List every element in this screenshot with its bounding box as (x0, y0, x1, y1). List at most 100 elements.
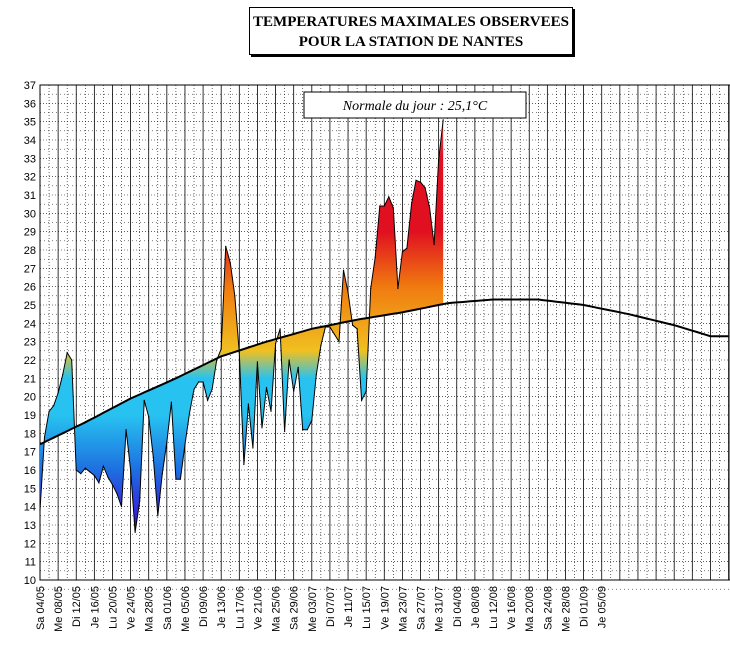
observed-point (98, 482, 100, 484)
chart-title-box: TEMPERATURES MAXIMALES OBSERVEES POUR LA… (249, 7, 573, 55)
observed-point (311, 419, 313, 422)
x-tick-label: Ve 24/05 (126, 586, 138, 629)
observed-point (247, 403, 249, 405)
x-tick-label: Di 04/08 (452, 586, 464, 627)
observed-point (130, 469, 132, 471)
observed-point (302, 429, 304, 431)
observed-point (288, 359, 290, 361)
observed-point (428, 207, 431, 209)
y-tick-label: 17 (24, 447, 36, 459)
x-tick-label: Je 13/06 (216, 586, 228, 628)
observed-point (75, 469, 77, 471)
observed-point (392, 207, 394, 209)
x-tick-label: Me 08/05 (53, 586, 65, 632)
observed-point (39, 509, 41, 511)
observed-point (356, 328, 358, 330)
normal-series-line (39, 298, 729, 446)
observed-point (265, 386, 268, 389)
observed-point (261, 427, 263, 429)
y-tick-label: 26 (24, 282, 36, 294)
observed-point (293, 390, 295, 392)
observed-point (84, 467, 86, 469)
observed-point (401, 251, 403, 253)
observed-point (166, 441, 168, 444)
observed-point (379, 205, 381, 207)
chart-title-line-2: POUR LA STATION DE NANTES (298, 34, 524, 50)
observed-point (374, 256, 376, 258)
y-tick-label: 13 (24, 520, 36, 532)
y-tick-label: 19 (24, 410, 36, 422)
observed-point (320, 344, 322, 346)
x-tick-label: Lu 12/08 (488, 586, 500, 629)
observed-point (383, 205, 385, 207)
x-tick-label: Je 05/09 (597, 586, 609, 628)
observed-point (333, 333, 336, 335)
observed-point (370, 287, 372, 290)
y-tick-label: 20 (24, 392, 36, 404)
observed-point (238, 352, 240, 354)
observed-point (102, 465, 105, 467)
x-tick-label: Ma 20/08 (524, 586, 536, 632)
x-tick-label: Ve 16/08 (506, 586, 518, 629)
observed-point (229, 262, 231, 264)
x-tick-label: Sa 29/06 (289, 586, 301, 630)
x-tick-label: Di 07/07 (325, 586, 337, 627)
observed-point (93, 474, 95, 477)
y-tick-label: 32 (24, 172, 36, 184)
observed-point (120, 506, 123, 508)
normal-annotation: Normale du jour : 25,1°C (303, 91, 527, 119)
observed-point (148, 416, 150, 418)
y-tick-label: 37 (24, 80, 36, 92)
observed-point (424, 187, 426, 189)
observed-line (39, 119, 444, 533)
observed-point (347, 291, 349, 293)
observed-point (406, 247, 408, 249)
x-tick-label: Sa 01/06 (162, 586, 174, 630)
observed-point (107, 476, 109, 478)
chart-title-line-1: TEMPERATURES MAXIMALES OBSERVEES (253, 14, 569, 30)
observed-point (175, 478, 177, 480)
observed-point (256, 361, 259, 363)
x-tick-label: Ve 19/07 (379, 586, 391, 629)
observed-point (139, 500, 141, 502)
observed-point (71, 359, 73, 361)
y-tick-label: 21 (24, 373, 36, 385)
y-tick-label: 12 (24, 538, 36, 550)
observed-point (179, 478, 182, 480)
observed-point (351, 324, 354, 326)
y-tick-label: 15 (24, 483, 36, 495)
observed-point (134, 531, 136, 533)
observed-point (152, 456, 154, 458)
y-tick-label: 27 (24, 263, 36, 275)
y-tick-label: 31 (24, 190, 36, 202)
observed-point (188, 412, 191, 414)
observed-point (116, 493, 118, 495)
observed-point (211, 388, 213, 390)
y-tick-label: 25 (24, 300, 36, 312)
normal-curve (39, 298, 729, 446)
observed-point (184, 443, 186, 445)
observed-point (111, 484, 114, 486)
x-tick-label: Lu 17/06 (234, 586, 246, 629)
observed-point (415, 179, 417, 181)
x-axis-ticks: Sa 04/05 Me 08/05 Di 12/05 Je 16/05 Lu 20/05… (35, 586, 609, 632)
observed-point (48, 410, 50, 412)
y-tick-label: 35 (24, 117, 36, 129)
observed-point (297, 366, 299, 368)
x-tick-label: Sa 04/05 (35, 586, 47, 630)
x-tick-label: Ma 23/07 (397, 586, 409, 632)
y-tick-label: 18 (24, 428, 36, 440)
observed-point (80, 473, 82, 475)
y-tick-label: 16 (24, 465, 36, 477)
y-tick-label: 28 (24, 245, 36, 257)
anomaly-area (40, 119, 444, 533)
observed-series-line (39, 119, 444, 533)
observed-point (66, 352, 68, 354)
x-tick-label: Ma 25/06 (271, 586, 283, 632)
normal-annotation-box (303, 91, 527, 119)
observed-point (43, 436, 46, 438)
observed-point (338, 341, 340, 343)
y-tick-label: 23 (24, 337, 36, 349)
observed-point (89, 471, 91, 473)
x-tick-label: Me 05/06 (180, 586, 192, 632)
